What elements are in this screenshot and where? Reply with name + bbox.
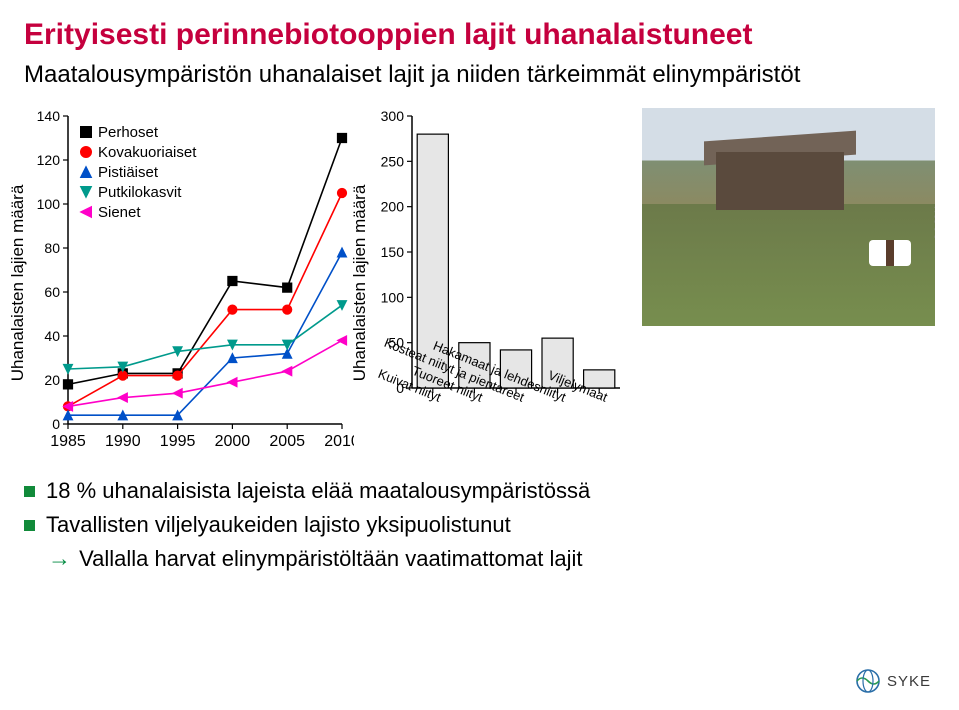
cow-shape — [869, 240, 911, 266]
line-chart-y-label: Uhanalaisten lajien määrä — [8, 185, 28, 382]
chart-row: Uhanalaisten lajien määrä 0 20 40 60 80 100 12… — [24, 108, 935, 458]
svg-text:2000: 2000 — [215, 433, 251, 450]
globe-icon — [855, 668, 881, 694]
bullet-3-text: Vallalla harvat elinympäristöltään vaati… — [73, 546, 583, 571]
bullet-1: 18 % uhanalaisista lajeista elää maatalo… — [24, 476, 935, 506]
svg-text:20: 20 — [44, 372, 60, 388]
photo-date: 8.9.2011 — [933, 205, 935, 239]
svg-text:40: 40 — [44, 328, 60, 344]
meadow-photo: 8.9.2011 — [642, 108, 935, 326]
svg-text:0: 0 — [52, 416, 60, 432]
svg-text:Kovakuoriaiset: Kovakuoriaiset — [98, 144, 197, 161]
svg-text:Putkilokasvit: Putkilokasvit — [98, 184, 182, 201]
svg-text:120: 120 — [37, 152, 61, 168]
svg-text:200: 200 — [381, 199, 405, 215]
bar-chart-svg: 050100150200250300Kuivat niitytTuoreet n… — [366, 108, 630, 458]
svg-text:100: 100 — [37, 196, 61, 212]
bar-chart: Uhanalaisten lajien määrä 05010015020025… — [366, 108, 630, 458]
syke-logo: SYKE — [855, 668, 931, 694]
svg-text:Sienet: Sienet — [98, 204, 141, 221]
bullet-2: Tavallisten viljelyaukeiden lajisto yksi… — [24, 510, 935, 540]
line-chart-svg: 0 20 40 60 80 100 120 140 1985 1990 1995 2000 2005 20… — [24, 108, 354, 458]
svg-text:250: 250 — [381, 153, 405, 169]
bar-chart-y-label: Uhanalaisten lajien määrä — [350, 185, 370, 382]
svg-text:1995: 1995 — [160, 433, 196, 450]
barn-shape — [716, 152, 844, 210]
svg-text:Perhoset: Perhoset — [98, 124, 159, 141]
svg-text:1990: 1990 — [105, 433, 141, 450]
svg-text:2005: 2005 — [269, 433, 305, 450]
svg-text:60: 60 — [44, 284, 60, 300]
svg-text:300: 300 — [381, 108, 405, 124]
bullet-3: → Vallalla harvat elinympäristöltään vaa… — [24, 543, 935, 574]
svg-text:80: 80 — [44, 240, 60, 256]
page-title: Erityisesti perinnebiotooppien lajit uha… — [24, 18, 935, 52]
svg-text:100: 100 — [381, 289, 405, 305]
svg-text:Pistiäiset: Pistiäiset — [98, 164, 159, 181]
arrow-icon: → — [48, 543, 71, 574]
line-chart: Uhanalaisten lajien määrä 02040608010012… — [24, 108, 354, 458]
svg-text:2010: 2010 — [324, 433, 354, 450]
svg-text:140: 140 — [37, 108, 61, 124]
svg-text:1985: 1985 — [50, 433, 86, 450]
svg-text:150: 150 — [381, 244, 405, 260]
page-subtitle: Maatalousympäristön uhanalaiset lajit ja… — [24, 60, 935, 90]
bullet-list: 18 % uhanalaisista lajeista elää maatalo… — [24, 476, 935, 574]
logo-text: SYKE — [887, 673, 931, 690]
